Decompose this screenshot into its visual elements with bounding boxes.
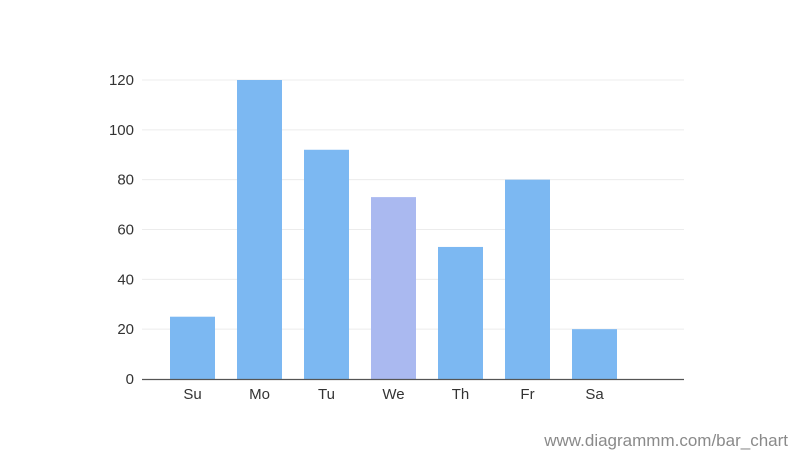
y-tick-label: 60: [117, 222, 134, 239]
bars: [170, 80, 617, 379]
y-tick-label: 100: [109, 122, 134, 139]
watermark-text: www.diagrammm.com/bar_chart: [544, 431, 788, 450]
bar-fr[interactable]: [505, 179, 550, 379]
x-tick-label: Tu: [318, 386, 335, 403]
x-tick-label: Fr: [520, 386, 534, 403]
y-tick-label: 20: [117, 321, 134, 338]
bar-tu[interactable]: [304, 149, 349, 379]
y-tick-label: 0: [126, 371, 134, 388]
x-axis-ticks: Su Mo Tu We Th Fr Sa: [183, 386, 604, 403]
x-tick-label: Mo: [249, 386, 270, 403]
x-tick-label: Th: [452, 386, 470, 403]
y-tick-label: 120: [109, 72, 134, 89]
bar-su[interactable]: [170, 316, 215, 379]
y-tick-label: 80: [117, 172, 134, 189]
bar-we[interactable]: [371, 197, 416, 379]
x-tick-label: We: [382, 386, 404, 403]
bar-sa[interactable]: [572, 329, 617, 379]
y-tick-label: 40: [117, 271, 134, 288]
x-tick-label: Sa: [585, 386, 604, 403]
bar-th[interactable]: [438, 246, 483, 379]
bar-mo[interactable]: [237, 80, 282, 379]
y-axis-ticks: 0 20 40 60 80 100 120: [109, 72, 134, 388]
x-tick-label: Su: [183, 386, 201, 403]
